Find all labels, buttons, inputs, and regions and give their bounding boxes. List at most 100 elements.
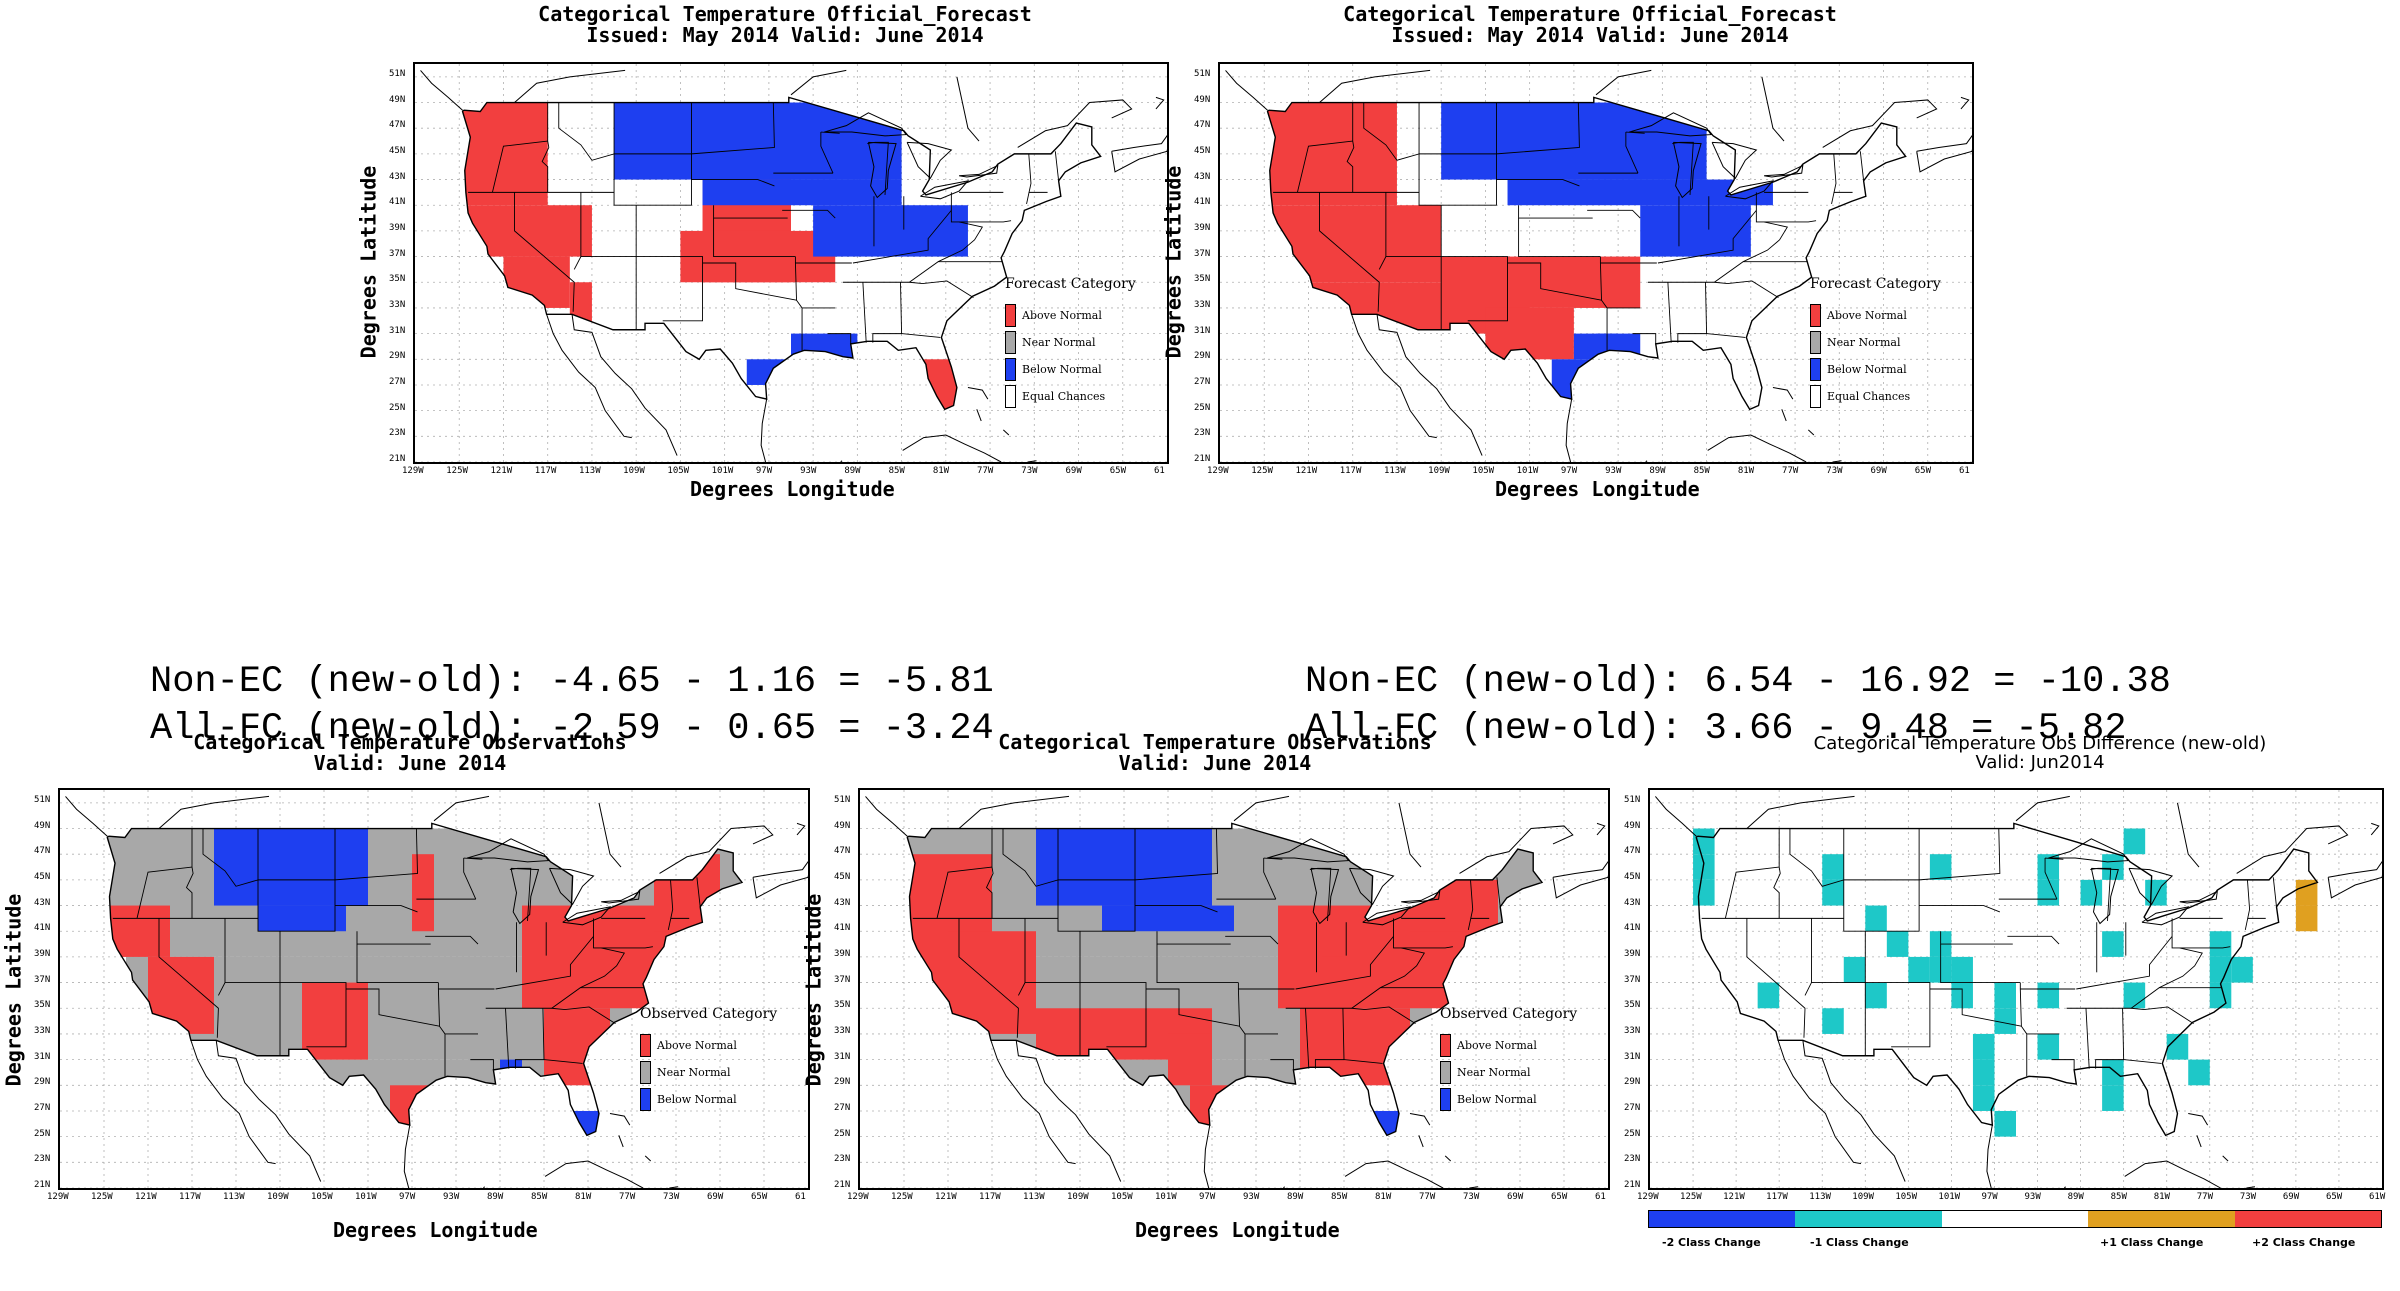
longitude-tick-label: 73W bbox=[2239, 1192, 2257, 1202]
state-boundary bbox=[691, 179, 775, 187]
state-boundary bbox=[852, 210, 952, 264]
latitude-tick-label: 47N bbox=[389, 120, 406, 131]
longitude-tick-label: 125W bbox=[891, 1192, 913, 1202]
state-boundary bbox=[1418, 153, 1497, 206]
latitude-tick-label: 25N bbox=[1194, 402, 1211, 413]
zero-segment bbox=[1941, 1211, 2089, 1227]
longitude-tick-label: 85W bbox=[1331, 1192, 1348, 1202]
state-boundary bbox=[491, 140, 548, 193]
longitude-tick-label: 61W bbox=[2369, 1192, 2386, 1202]
state-boundary bbox=[2044, 858, 2058, 900]
latitude-tick-label: 45N bbox=[1624, 871, 1641, 882]
longitude-tick-label: 89W bbox=[2067, 1192, 2084, 1202]
below-region bbox=[214, 828, 368, 906]
minus1-class-cell bbox=[2188, 1059, 2210, 1086]
forecast-legend: Forecast Category Above Normal Near Norm… bbox=[1810, 276, 1941, 410]
longitude-tick-label: 73W bbox=[1021, 466, 1038, 476]
minus1-class-cell bbox=[2123, 982, 2146, 1009]
state-boundary bbox=[580, 947, 626, 989]
great-lake bbox=[920, 180, 970, 200]
great-lake bbox=[562, 906, 612, 926]
coastline bbox=[1344, 1160, 1444, 1188]
minus1-class-cell bbox=[1994, 982, 2016, 1009]
forecast-map bbox=[1218, 62, 1974, 464]
observation-map bbox=[58, 788, 810, 1190]
longitude-tick-label: 129W bbox=[1207, 466, 1229, 476]
great-lake bbox=[959, 164, 999, 178]
minus1-class-cell bbox=[1908, 956, 1930, 983]
minus1-class-cell bbox=[2209, 931, 2232, 957]
longitude-tick-label: 65W bbox=[1551, 1192, 1568, 1202]
coastline bbox=[1707, 434, 1807, 462]
plus1-class-cell bbox=[2295, 879, 2318, 906]
minus1-class-cell bbox=[2037, 854, 2060, 880]
latitude-tick-label: 43N bbox=[834, 897, 851, 908]
state-boundary bbox=[2085, 1008, 2090, 1069]
state-boundary bbox=[593, 918, 653, 949]
coastline bbox=[976, 409, 982, 422]
latitude-tick-label: 21N bbox=[389, 454, 406, 464]
longitude-tick-label: 93W bbox=[2024, 1192, 2041, 1202]
above-normal-swatch bbox=[640, 1034, 651, 1057]
state-boundary bbox=[185, 828, 194, 919]
coastline bbox=[1233, 795, 1290, 822]
longitude-tick-label: 129W bbox=[47, 1192, 69, 1202]
state-boundary bbox=[1714, 280, 1779, 299]
state-boundary bbox=[1380, 947, 1426, 989]
state-boundary bbox=[514, 1008, 545, 1069]
panel-title: Categorical Temperature Official_Forecas… bbox=[538, 2, 1032, 47]
coastline bbox=[752, 861, 808, 899]
state-boundary bbox=[1393, 918, 1453, 949]
coastline bbox=[1398, 802, 1422, 868]
latitude-tick-label: 51N bbox=[1194, 68, 1211, 79]
coastline bbox=[1746, 795, 1855, 829]
state-boundary bbox=[985, 828, 994, 919]
latitude-tick-label: 21N bbox=[34, 1180, 51, 1190]
latitude-tick-label: 27N bbox=[1624, 1102, 1641, 1113]
latitude-tick-label: 35N bbox=[834, 1000, 851, 1011]
longitude-tick-label: 65W bbox=[2325, 1192, 2343, 1202]
state-boundary bbox=[635, 205, 703, 322]
observed-legend: Observed Category Above Normal Near Norm… bbox=[640, 1006, 777, 1113]
state-boundary bbox=[1789, 828, 1845, 887]
minus1-class-cell bbox=[2209, 956, 2232, 983]
state-boundary bbox=[1677, 282, 1708, 343]
below-normal-swatch bbox=[640, 1088, 651, 1111]
state-boundary bbox=[1706, 333, 1746, 338]
state-boundary bbox=[1773, 828, 1781, 919]
latitude-tick-label: 25N bbox=[34, 1128, 51, 1139]
coastline bbox=[2246, 1186, 2256, 1188]
above-normal-swatch bbox=[1810, 304, 1821, 327]
state-boundary bbox=[1237, 982, 1246, 1077]
state-boundary bbox=[1940, 931, 2013, 945]
coastline bbox=[2176, 802, 2200, 868]
longitude-tick-label: 117W bbox=[534, 466, 557, 476]
longitude-tick-label: 125W bbox=[1251, 466, 1273, 476]
longitude-tick-label: 81W bbox=[575, 1192, 592, 1202]
state-boundary bbox=[1026, 153, 1032, 205]
latitude-tick-label: 37N bbox=[1194, 248, 1211, 259]
below-normal-swatch bbox=[1810, 358, 1821, 381]
coastline bbox=[403, 1125, 411, 1188]
state-boundary bbox=[558, 102, 615, 161]
state-boundary bbox=[936, 866, 993, 919]
longitude-tick-label: 97W bbox=[1199, 1192, 1216, 1202]
longitude-tick-label: 113W bbox=[223, 1192, 245, 1202]
longitude-tick-label: 129W bbox=[847, 1192, 869, 1202]
coastline bbox=[1802, 1040, 1906, 1182]
longitude-tick-label: 77W bbox=[1419, 1192, 1436, 1202]
coastline bbox=[1351, 314, 1437, 439]
coastline bbox=[158, 795, 270, 829]
latitude-tick-label: 23N bbox=[34, 1154, 51, 1165]
minus1-class-cell bbox=[1972, 1059, 1995, 1086]
coastline bbox=[1283, 1186, 1285, 1188]
score-stats-left: Non-EC (new-old): -4.65 - 1.16 = -5.81 Al… bbox=[150, 661, 994, 750]
longitude-tick-label: 65W bbox=[1109, 466, 1127, 476]
coastline bbox=[2222, 1155, 2229, 1162]
great-lake bbox=[1362, 906, 1412, 926]
state-boundary bbox=[820, 132, 834, 174]
state-boundary bbox=[1496, 877, 1501, 907]
state-boundary bbox=[901, 333, 941, 338]
latitude-tick-label: 37N bbox=[834, 974, 851, 985]
